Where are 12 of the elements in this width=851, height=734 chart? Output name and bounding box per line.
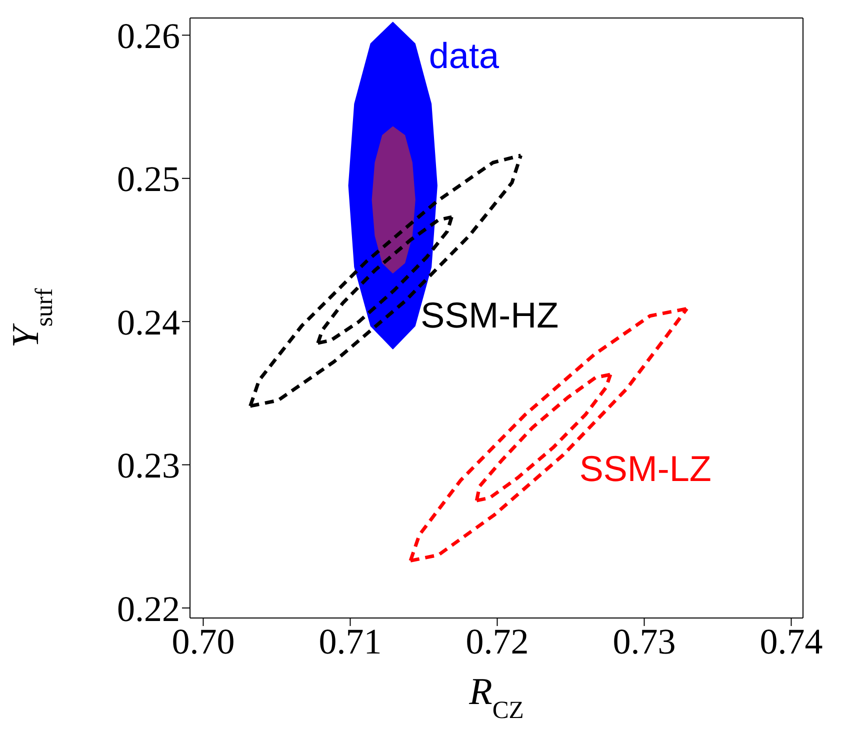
y-tick-label: 0.26	[117, 16, 180, 56]
y-tick-label: 0.24	[117, 302, 180, 342]
x-tick-label: 0.74	[760, 622, 823, 662]
x-tick-label: 0.72	[466, 622, 529, 662]
series-label: SSM-LZ	[579, 448, 712, 489]
x-axis-title: R$_{CZ}$	[468, 671, 524, 724]
series-label: data	[428, 34, 500, 76]
x-tick-label: 0.73	[612, 622, 676, 662]
series-label: SSM-HZ	[420, 294, 559, 336]
x-tick-label: 0.71	[318, 622, 382, 662]
y-tick-label: 0.25	[117, 159, 180, 200]
y-tick-label: 0.23	[117, 446, 180, 486]
